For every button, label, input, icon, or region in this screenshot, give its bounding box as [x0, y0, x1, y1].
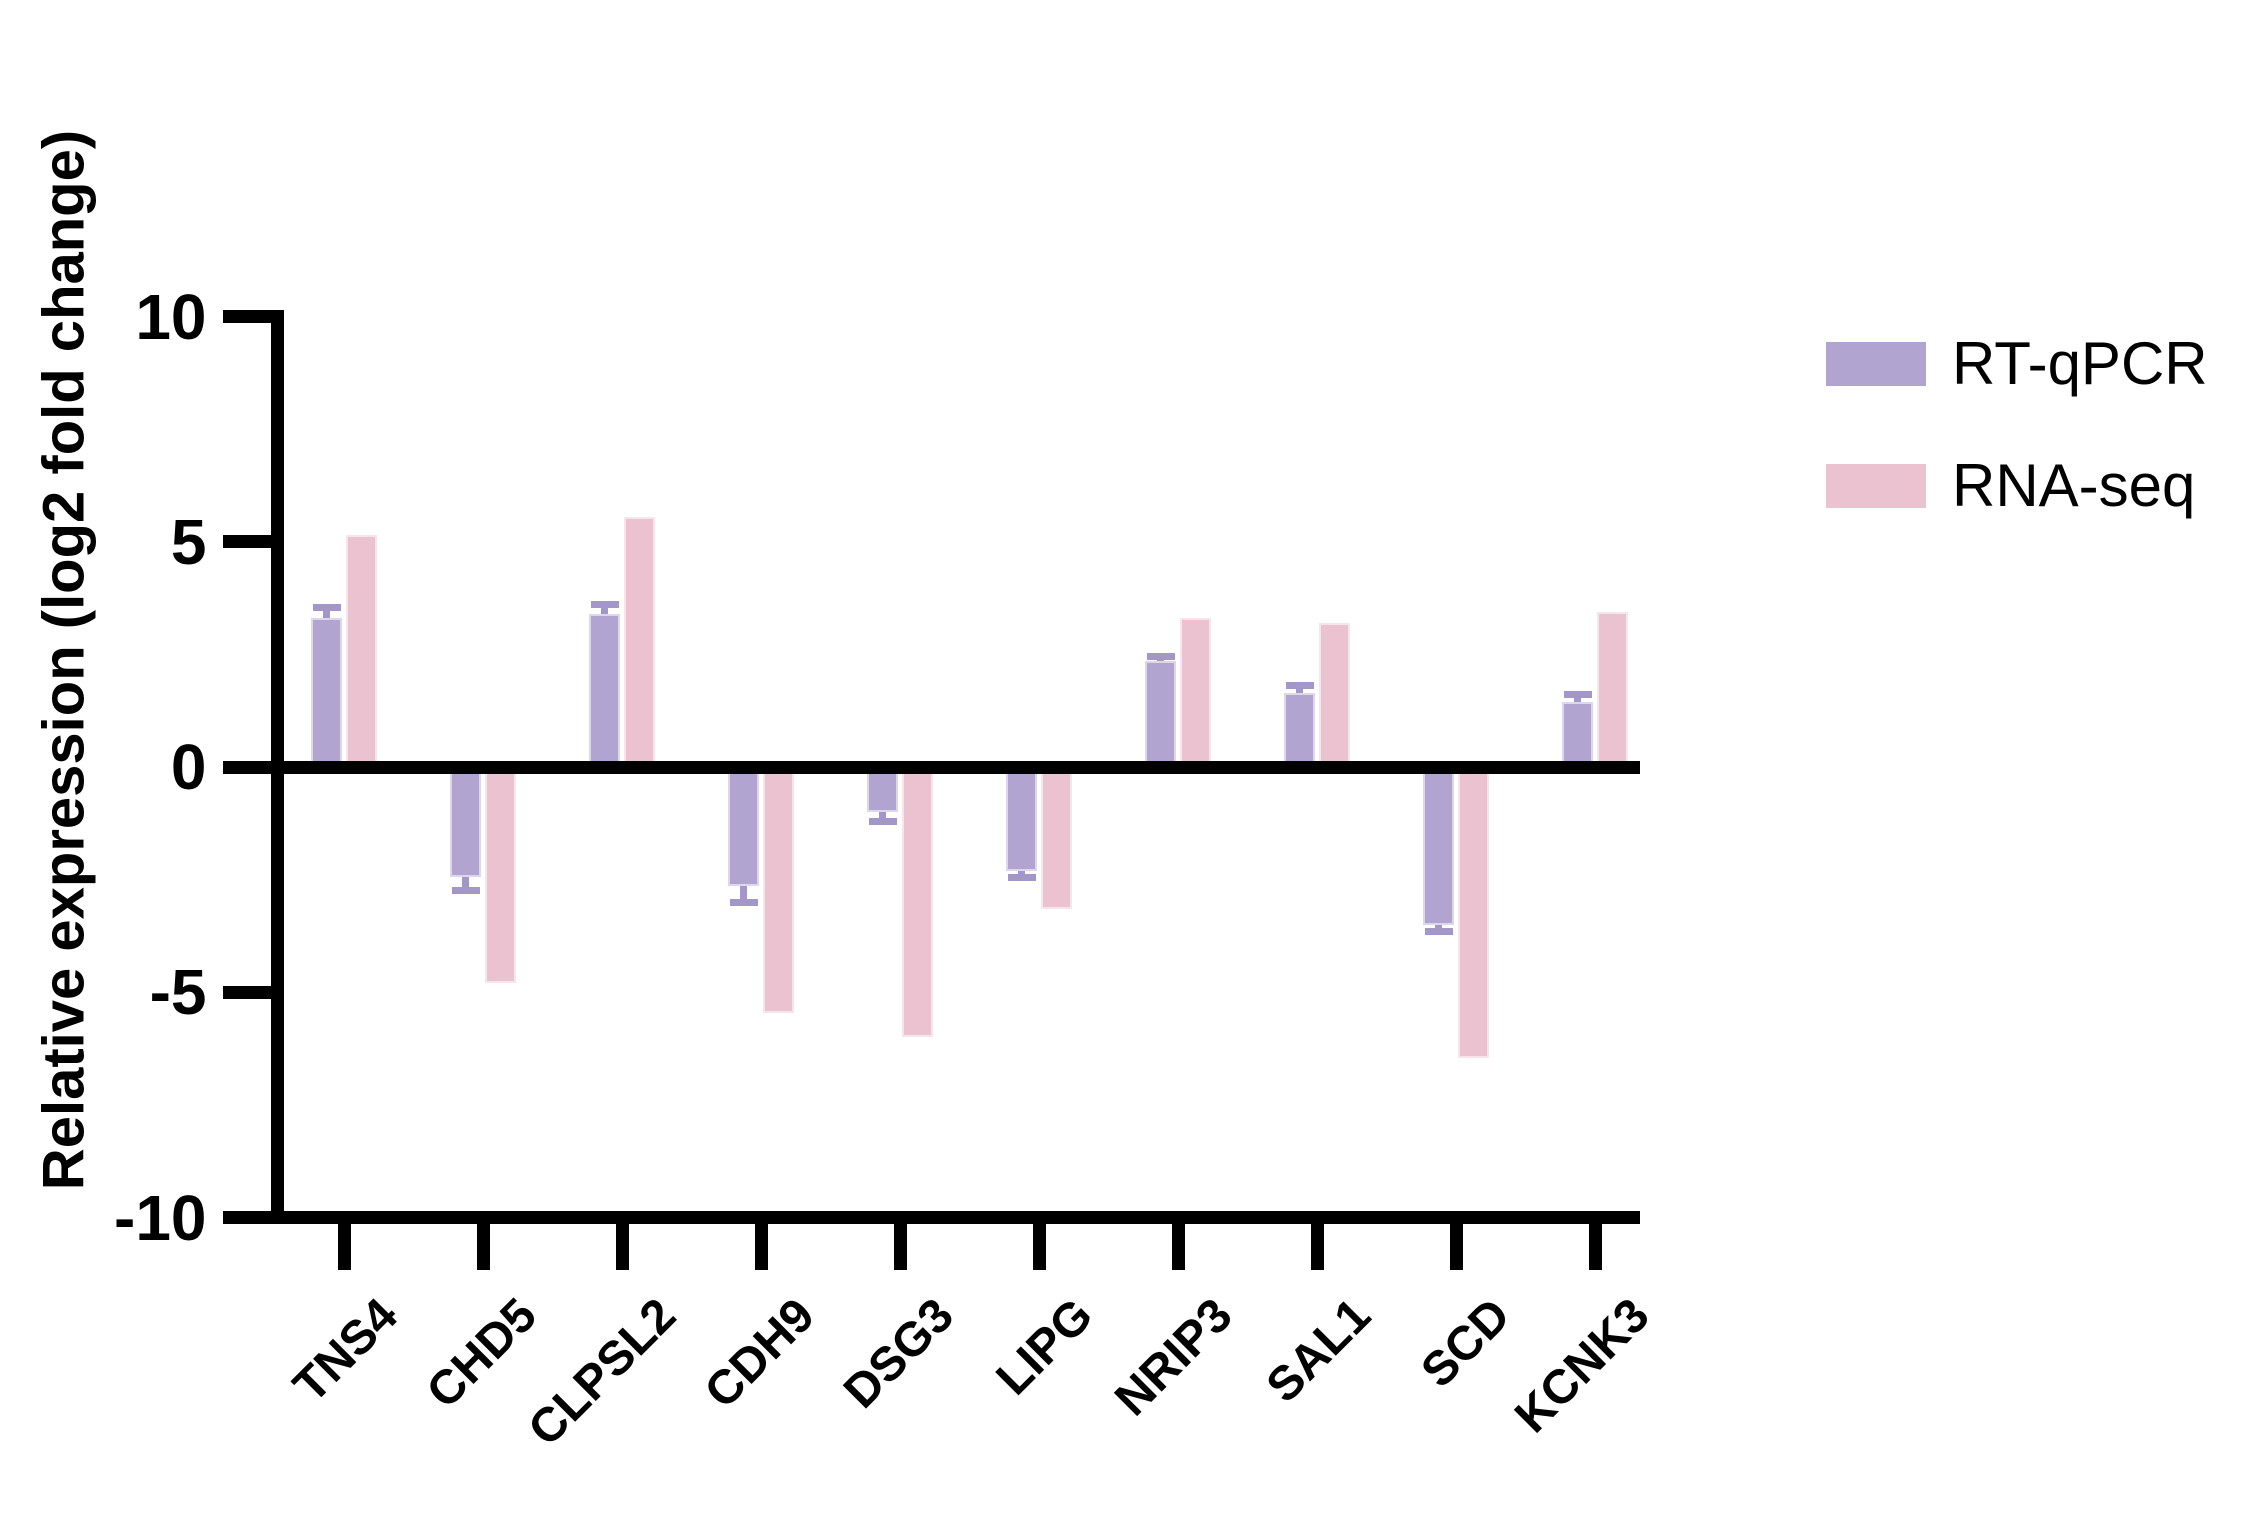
legend-label-rna-seq: RNA-seq — [1952, 452, 2196, 519]
x-tick — [1588, 1224, 1602, 1270]
x-tick — [893, 1224, 907, 1270]
x-tick — [476, 1224, 490, 1270]
bar-rt-qpcr-lipg — [1006, 767, 1037, 871]
error-bar-stem-cdh9 — [740, 886, 747, 903]
y-tick-label: -10 — [114, 1181, 207, 1254]
error-bar-cap-sal1 — [1285, 682, 1314, 690]
x-tick — [615, 1224, 629, 1270]
x-tick — [1449, 1224, 1463, 1270]
x-tick — [754, 1224, 768, 1270]
bar-rna-seq-kcnk3 — [1597, 611, 1628, 767]
bar-rt-qpcr-scd — [1423, 767, 1454, 925]
bar-rt-qpcr-tns4 — [311, 618, 342, 767]
x-tick — [1310, 1224, 1324, 1270]
x-category-label-dsg3: DSG3 — [834, 1288, 965, 1419]
error-bar-cap-scd — [1424, 927, 1453, 935]
bar-rna-seq-tns4 — [346, 534, 377, 767]
error-bar-stem-clpsl2 — [601, 604, 608, 614]
y-tick-label: 10 — [135, 280, 207, 353]
bar-rna-seq-cdh9 — [763, 767, 794, 1013]
legend-swatch-rt-qpcr — [1826, 342, 1926, 386]
bar-rna-seq-chd5 — [485, 767, 516, 984]
y-tick-label: -5 — [149, 956, 207, 1029]
x-tick — [1032, 1224, 1046, 1270]
y-tick — [222, 760, 271, 774]
bar-rt-qpcr-cdh9 — [728, 767, 759, 887]
error-bar-cap-nrip3 — [1146, 653, 1175, 661]
bar-rna-seq-dsg3 — [902, 767, 933, 1038]
x-category-label-kcnk3: KCNK3 — [1504, 1288, 1660, 1444]
bar-rt-qpcr-sal1 — [1284, 692, 1315, 767]
bar-rt-qpcr-nrip3 — [1145, 661, 1176, 767]
zero-baseline — [270, 760, 1640, 774]
error-bar-cap-cdh9 — [729, 898, 758, 906]
bar-rna-seq-sal1 — [1319, 622, 1350, 767]
y-tick-label: 5 — [170, 505, 207, 578]
x-tick — [337, 1224, 351, 1270]
bar-rna-seq-nrip3 — [1180, 618, 1211, 767]
legend-swatch-rna-seq — [1826, 464, 1926, 508]
y-tick — [222, 1211, 271, 1224]
x-category-label-cdh9: CDH9 — [695, 1288, 826, 1419]
error-bar-cap-kcnk3 — [1563, 691, 1592, 699]
y-tick-label: 0 — [170, 731, 207, 803]
legend-label-rt-qpcr: RT-qPCR — [1952, 330, 2208, 397]
error-bar-cap-chd5 — [451, 887, 480, 895]
y-axis-line — [270, 310, 284, 1224]
bar-rna-seq-clpsl2 — [624, 516, 655, 767]
y-tick — [222, 310, 271, 323]
x-tick — [1171, 1224, 1185, 1270]
bar-rt-qpcr-chd5 — [450, 767, 481, 878]
x-category-label-chd5: CHD5 — [417, 1288, 548, 1419]
x-category-label-scd: SCD — [1411, 1288, 1521, 1398]
error-bar-stem-tns4 — [323, 607, 330, 619]
bar-rt-qpcr-dsg3 — [867, 767, 898, 813]
x-category-label-clpsl2: CLPSL2 — [518, 1288, 687, 1457]
bar-rna-seq-lipg — [1041, 767, 1072, 909]
bar-rt-qpcr-kcnk3 — [1562, 701, 1593, 767]
error-bar-stem-dsg3 — [879, 812, 886, 822]
error-bar-cap-dsg3 — [868, 817, 897, 825]
error-bar-cap-tns4 — [312, 603, 341, 611]
legend-item-rna-seq: RNA-seq — [1826, 452, 2196, 519]
x-category-label-lipg: LIPG — [986, 1288, 1104, 1406]
x-axis-line — [270, 1211, 1640, 1224]
x-category-label-tns4: TNS4 — [283, 1288, 409, 1413]
error-bar-cap-clpsl2 — [590, 601, 619, 609]
bar-rna-seq-scd — [1458, 767, 1489, 1058]
error-bar-cap-lipg — [1007, 873, 1036, 881]
y-tick — [222, 985, 271, 999]
legend-item-rt-qpcr: RT-qPCR — [1826, 330, 2208, 397]
error-bar-stem-chd5 — [462, 877, 469, 891]
y-tick — [222, 535, 271, 549]
x-category-label-sal1: SAL1 — [1256, 1288, 1382, 1413]
bar-rt-qpcr-clpsl2 — [589, 613, 620, 767]
x-category-label-nrip3: NRIP3 — [1104, 1288, 1243, 1427]
